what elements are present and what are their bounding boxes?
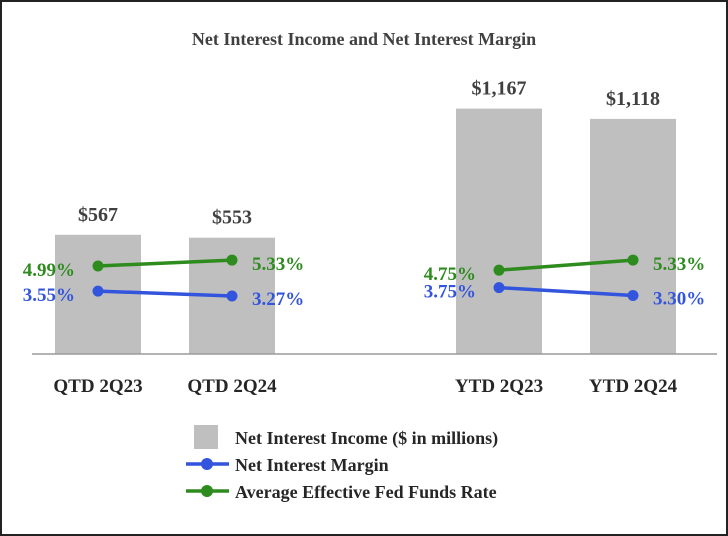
- lines-layer: [92, 254, 639, 302]
- category-tick-label: YTD 2Q23: [455, 376, 543, 397]
- fed-funds-rate-value-label: 4.99%: [23, 260, 75, 281]
- fed-funds-rate-point: [92, 260, 104, 272]
- bar-value-label: $567: [78, 204, 118, 226]
- legend-label: Net Interest Income ($ in millions): [235, 428, 498, 449]
- category-tick-label: YTD 2Q24: [589, 376, 678, 397]
- net-interest-margin-value-label: 3.75%: [424, 282, 476, 303]
- legend-item-fed-funds-rate: Average Effective Fed Funds Rate: [186, 482, 497, 502]
- category-tick-label: QTD 2Q24: [187, 376, 277, 397]
- net-interest-margin-point: [226, 290, 238, 302]
- bar-ytd-2q24: [590, 118, 676, 354]
- legend-label: Average Effective Fed Funds Rate: [235, 482, 497, 502]
- legend: Net Interest Income ($ in millions) Net I…: [186, 425, 498, 502]
- legend-item-net-interest-income: Net Interest Income ($ in millions): [194, 425, 498, 449]
- net-interest-margin-point: [92, 285, 104, 297]
- fed-funds-rate-value-label: 5.33%: [252, 254, 304, 275]
- fed-funds-rate-value-label: 5.33%: [653, 254, 705, 275]
- legend-item-net-interest-margin: Net Interest Margin: [186, 455, 389, 475]
- bars-layer: [55, 108, 676, 355]
- legend-swatch: [194, 425, 218, 449]
- bar-ytd-2q23: [456, 108, 542, 355]
- net-interest-margin-value-label: 3.27%: [252, 289, 304, 310]
- fed-funds-rate-point: [226, 254, 238, 266]
- net-interest-margin-point: [493, 282, 505, 294]
- bar-value-label: $1,118: [606, 88, 660, 110]
- bar-value-label: $1,167: [472, 78, 527, 100]
- fed-funds-rate-line-segment: [97, 258, 233, 268]
- net-interest-margin-point: [627, 289, 639, 301]
- bar-value-label: $553: [212, 207, 252, 229]
- net-interest-margin-line-segment: [498, 285, 634, 298]
- net-interest-margin-line-segment: [97, 289, 233, 298]
- chart-title: Net Interest Income and Net Interest Mar…: [192, 29, 536, 49]
- net-interest-margin-value-label: 3.30%: [653, 288, 705, 309]
- fed-funds-rate-value-label: 4.75%: [424, 264, 476, 285]
- labels-layer: $567 $553 $1,167 $1,118 QTD 2Q23 QTD 2Q24 YTD …: [23, 78, 706, 397]
- category-tick-label: QTD 2Q23: [53, 376, 142, 397]
- fed-funds-rate-line-segment: [498, 258, 634, 272]
- net-interest-margin-value-label: 3.55%: [23, 285, 75, 306]
- legend-label: Net Interest Margin: [235, 455, 389, 475]
- fed-funds-rate-point: [627, 254, 639, 266]
- legend-swatch-marker: [201, 458, 213, 470]
- legend-swatch-marker: [201, 485, 213, 497]
- fed-funds-rate-point: [493, 264, 505, 276]
